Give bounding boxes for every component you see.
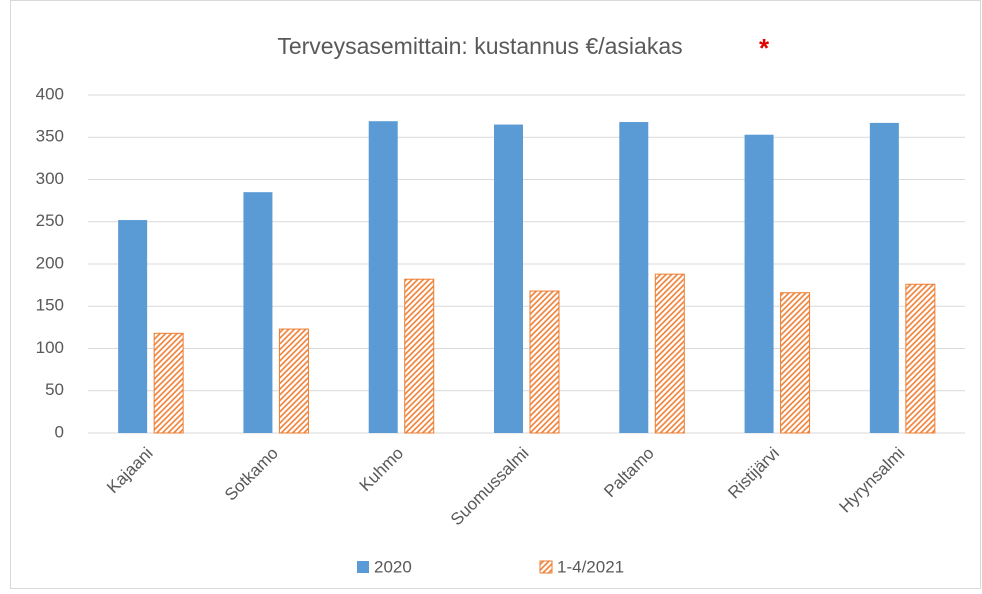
y-tick-label: 200 — [36, 253, 64, 272]
bar — [780, 292, 811, 434]
y-tick-label: 100 — [36, 338, 64, 357]
bar — [153, 332, 184, 434]
legend-swatch — [539, 560, 553, 574]
annotation: * — [759, 33, 770, 63]
y-tick-label: 400 — [36, 84, 64, 103]
legend-label: 2020 — [374, 557, 412, 576]
bar — [118, 220, 148, 433]
bar — [368, 121, 398, 433]
bar — [654, 273, 685, 434]
bar — [905, 283, 936, 434]
y-tick-label: 300 — [36, 169, 64, 188]
bar — [869, 122, 899, 433]
y-tick-label: 0 — [55, 422, 64, 441]
bar — [529, 290, 560, 434]
chart-title: Terveysasemittain: kustannus €/asiakas — [277, 33, 682, 59]
y-tick-label: 350 — [36, 127, 64, 146]
bar — [404, 278, 435, 434]
bar — [494, 124, 523, 433]
legend-label: 1-4/2021 — [557, 557, 624, 576]
y-tick-label: 50 — [45, 380, 64, 399]
y-tick-label: 250 — [36, 211, 64, 230]
y-tick-label: 150 — [36, 296, 64, 315]
bar — [744, 134, 774, 433]
bar — [619, 122, 649, 433]
bar — [278, 328, 309, 434]
bar — [243, 192, 273, 433]
legend-swatch — [357, 561, 369, 573]
